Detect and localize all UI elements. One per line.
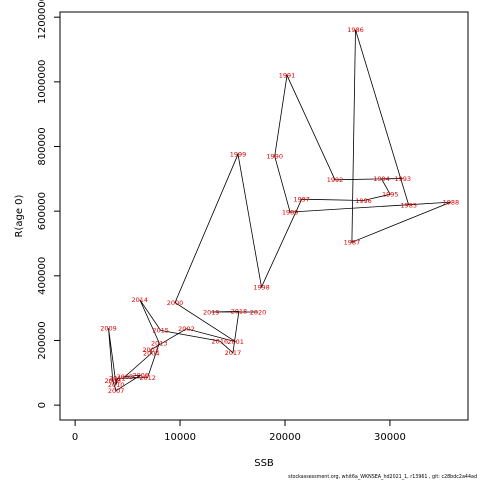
point-label-2018: 2018 [231, 308, 248, 316]
point-label-1988: 1988 [443, 198, 460, 206]
point-label-2009: 2009 [100, 324, 117, 332]
point-label-1993: 1993 [394, 175, 411, 183]
point-label-2006: 2006 [132, 371, 149, 379]
point-label-1994: 1994 [373, 175, 390, 183]
point-label-2013: 2013 [151, 339, 168, 347]
point-label-1991: 1991 [279, 72, 296, 80]
point-label-2004: 2004 [143, 350, 160, 358]
point-label-1996: 1996 [355, 197, 372, 205]
point-label-1995: 1995 [382, 191, 399, 199]
point-label-2016: 2016 [212, 337, 229, 345]
y-tick-label: 400000 [37, 257, 48, 295]
point-label-2001: 2001 [227, 338, 244, 346]
y-axis-title: R(age 0) [14, 194, 25, 237]
point-label-2020: 2020 [250, 308, 267, 316]
y-axis: 0 200000 400000 600000 800000 1000000 1200000 [37, 0, 60, 408]
point-label-2017: 2017 [225, 349, 242, 357]
x-tick-label: 10000 [164, 432, 196, 443]
point-label-2000: 2000 [167, 299, 184, 307]
y-tick-label: 600000 [37, 192, 48, 230]
point-label-1985: 1985 [400, 201, 417, 209]
point-label-1986: 1986 [347, 26, 364, 34]
point-label-2014: 2014 [131, 296, 148, 304]
x-tick-label: 20000 [269, 432, 301, 443]
y-tick-label: 1200000 [37, 0, 48, 39]
point-label-1987: 1987 [344, 238, 361, 246]
y-tick-label: 0 [37, 402, 48, 408]
point-label-1998: 1998 [253, 283, 270, 291]
y-tick-label: 200000 [37, 321, 48, 359]
point-label-2008: 2008 [105, 377, 122, 385]
footnote: stockassessment.org, whit6a_WKNSEA_hd202… [288, 474, 477, 480]
y-tick-label: 1000000 [37, 60, 48, 105]
point-label-1992: 1992 [327, 176, 344, 184]
point-label-1989: 1989 [282, 208, 299, 216]
x-tick-label: 30000 [374, 432, 406, 443]
point-label-2003: 2003 [142, 346, 159, 354]
plot-frame [59, 11, 469, 421]
point-label-2011: 2011 [109, 375, 126, 383]
point-label-2002: 2002 [178, 325, 195, 333]
series-line-path [108, 29, 452, 392]
point-label-2019: 2019 [203, 308, 220, 316]
point-label-1999: 1999 [230, 151, 247, 159]
point-label-2007: 2007 [108, 387, 125, 395]
point-label-2010: 2010 [108, 381, 125, 389]
y-tick-label: 800000 [37, 127, 48, 165]
point-label-2005: 2005 [117, 373, 134, 381]
point-label-2012: 2012 [139, 374, 156, 382]
series-line [108, 29, 452, 392]
x-tick-label: 0 [72, 432, 78, 443]
point-label-1990: 1990 [266, 152, 283, 160]
point-label-2015: 2015 [152, 327, 169, 335]
point-label-1997: 1997 [293, 195, 310, 203]
x-axis-title: SSB [254, 458, 274, 469]
point-labels: 1985 1986 1987 1988 1989 1990 1991 1992 1993 1994… [100, 26, 459, 395]
x-axis: 0 10000 20000 30000 [72, 420, 406, 443]
